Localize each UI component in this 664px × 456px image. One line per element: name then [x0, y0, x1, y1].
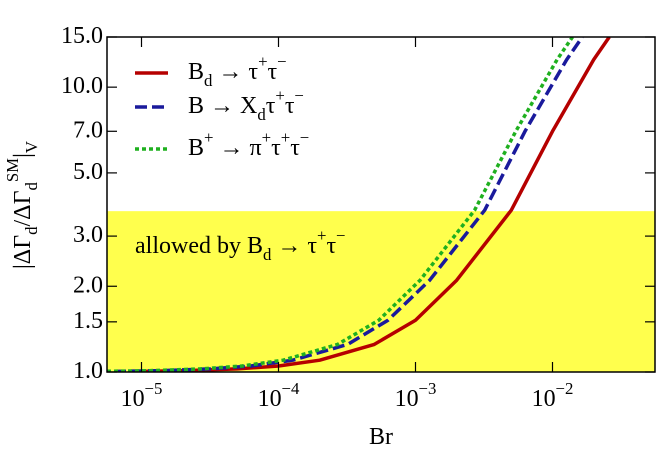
y-tick-label: 5.0 — [73, 158, 103, 184]
series-line — [141, 37, 611, 372]
legend-label: B → Xdτ+τ− — [188, 86, 304, 124]
x-tick-label: 10−3 — [395, 379, 437, 411]
y-tick-label: 10.0 — [61, 73, 103, 99]
y-tick-label: 15.0 — [61, 23, 103, 49]
legend-label: B+ → π+τ+τ− — [188, 128, 309, 160]
y-tick-label: 7.0 — [73, 117, 103, 143]
x-axis-label: Br — [369, 424, 393, 450]
plot-area — [107, 37, 655, 372]
x-tick-label: 10−5 — [121, 379, 163, 411]
y-tick-label: 3.0 — [73, 222, 103, 248]
allowed-band — [107, 211, 655, 372]
x-tick-label: 10−2 — [532, 379, 574, 411]
legend-label: Bd → τ+τ− — [188, 52, 287, 90]
series-line — [107, 37, 574, 372]
x-tick-label: 10−4 — [258, 379, 300, 411]
y-tick-label: 1.5 — [73, 307, 103, 333]
y-tick-label: 1.0 — [73, 358, 103, 384]
y-axis-label: |ΔΓd/ΔΓdSM|V — [3, 141, 41, 269]
y-tick-label: 2.0 — [73, 272, 103, 298]
band-label: allowed by Bd → τ+τ− — [135, 226, 346, 264]
frame — [106, 36, 656, 373]
